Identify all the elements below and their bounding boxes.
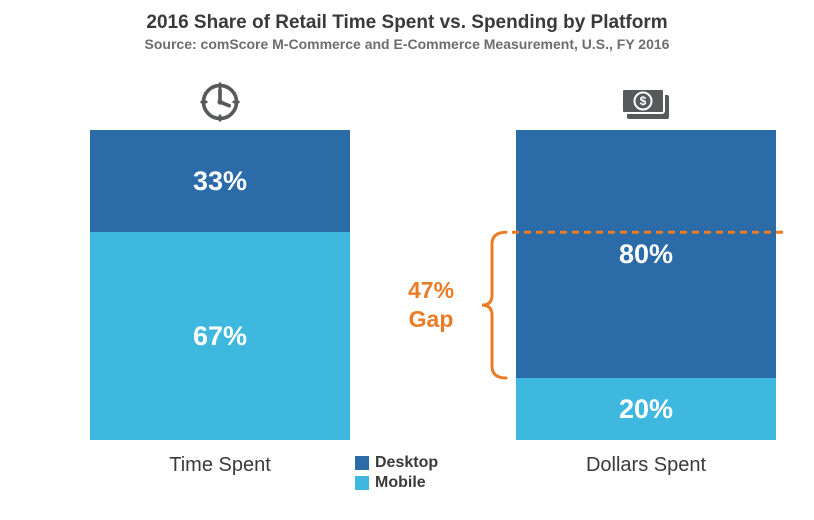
legend-item-mobile: Mobile xyxy=(355,474,438,492)
chart-area: 33%67% Time Spent $ 80%20% Dollars Spent De… xyxy=(0,80,814,518)
column-time: 33%67% Time Spent xyxy=(90,80,350,477)
column-dollars: $ 80%20% Dollars Spent xyxy=(516,80,776,477)
gap-value: 47% xyxy=(408,276,454,305)
segment-time-mobile: 67% xyxy=(90,232,350,440)
clock-icon xyxy=(198,80,242,124)
money-icon: $ xyxy=(616,80,676,124)
x-label-time: Time Spent xyxy=(90,454,350,477)
gap-word: Gap xyxy=(408,305,454,334)
legend-label: Desktop xyxy=(375,454,438,472)
legend: Desktop Mobile xyxy=(355,452,438,494)
segment-dollars-desktop: 80% xyxy=(516,130,776,378)
legend-label: Mobile xyxy=(375,474,426,492)
chart-subtitle: Source: comScore M-Commerce and E-Commer… xyxy=(0,36,814,52)
segment-dollars-mobile: 20% xyxy=(516,378,776,440)
gap-label: 47%Gap xyxy=(408,276,454,334)
clock-icon-holder xyxy=(90,80,350,124)
x-label-dollars: Dollars Spent xyxy=(516,454,776,477)
money-icon-holder: $ xyxy=(516,80,776,124)
stacked-bar-dollars: 80%20% xyxy=(516,130,776,440)
chart-title: 2016 Share of Retail Time Spent vs. Spen… xyxy=(0,12,814,34)
gap-brace xyxy=(482,232,506,378)
legend-item-desktop: Desktop xyxy=(355,454,438,472)
legend-swatch xyxy=(355,476,369,490)
svg-text:$: $ xyxy=(640,94,647,108)
segment-time-desktop: 33% xyxy=(90,130,350,232)
stacked-bar-time: 33%67% xyxy=(90,130,350,440)
legend-swatch xyxy=(355,456,369,470)
